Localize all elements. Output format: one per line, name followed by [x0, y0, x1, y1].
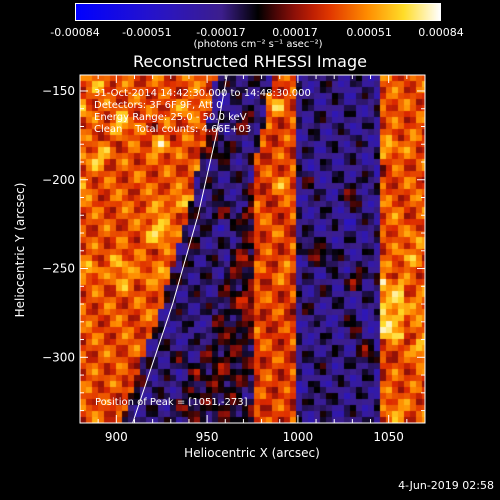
footer-timestamp: 4-Jun-2019 02:58 [398, 479, 494, 492]
x-tick-label: 950 [196, 430, 219, 444]
annotation-detectors: Detectors: 3F 6F 9F, Att 0 [94, 100, 223, 111]
x-axis-label: Heliocentric X (arcsec) [184, 446, 320, 460]
x-tick-label: 1000 [283, 430, 314, 444]
annotation-time-range: 31-Oct-2014 14:42:30.000 to 14:48:30.000 [94, 88, 311, 99]
colorbar-tick-label: 0.00084 [418, 26, 464, 39]
colorbar [75, 3, 441, 21]
colorbar-tick-label: -0.00084 [50, 26, 100, 39]
colorbar-units: (photons cm⁻² s⁻¹ asec⁻²) [193, 39, 323, 50]
x-tick-label: 1050 [373, 430, 404, 444]
colorbar-tick-label: -0.00051 [122, 26, 172, 39]
peak-position-label: Position of Peak = [1051,-273] [95, 397, 248, 408]
y-tick-label: −300 [42, 350, 75, 364]
colorbar-tick-label: 0.00017 [272, 26, 318, 39]
x-tick-label: 900 [105, 430, 128, 444]
heatmap-canvas [80, 75, 425, 423]
y-tick-label: −250 [42, 262, 75, 276]
colorbar-tick-label: -0.00017 [196, 26, 246, 39]
annotation-energy-range: Energy Range: 25.0 - 50.0 keV [94, 112, 247, 123]
limb-line [132, 74, 228, 424]
heatmap-image [80, 75, 425, 423]
y-axis-label: Heliocentric Y (arcsec) [13, 182, 27, 318]
colorbar-tick-label: 0.00051 [346, 26, 392, 39]
annotation-counts: Clean Total counts: 4.66E+03 [94, 124, 252, 135]
chart-title: Reconstructed RHESSI Image [133, 52, 367, 71]
y-tick-label: −150 [42, 84, 75, 98]
plot-frame [79, 74, 426, 424]
y-tick-label: −200 [42, 173, 75, 187]
